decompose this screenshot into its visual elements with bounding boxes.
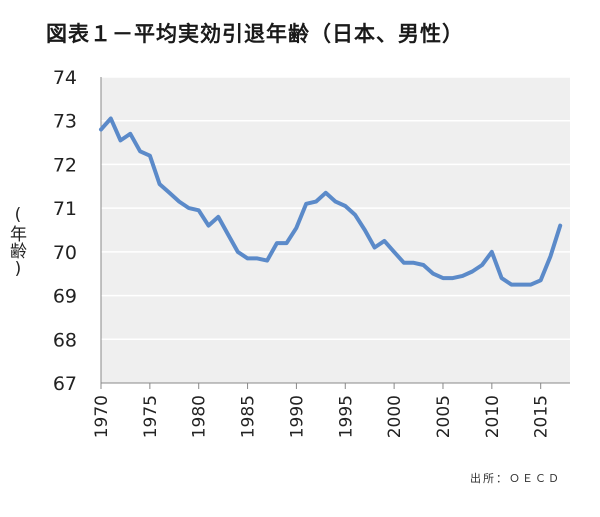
y-axis-label: ( 年齢 ): [6, 205, 30, 279]
series-group: [99, 116, 563, 287]
y-tick-label-74: 74: [53, 67, 77, 89]
x-tick-label-2010: 2010: [483, 395, 503, 438]
y-tick-label-70: 70: [53, 242, 77, 264]
x-tick-label-1985: 1985: [239, 395, 259, 438]
gridlines: [101, 76, 570, 341]
x-tick-label-1970: 1970: [92, 395, 112, 438]
y-axis-label-char-1: (: [14, 205, 22, 225]
x-tick-label-1995: 1995: [336, 395, 356, 438]
y-axis-label-char-2: ): [14, 259, 22, 279]
y-tick-label-68: 68: [53, 329, 77, 351]
x-tick-label-2000: 2000: [385, 395, 405, 438]
y-tick-label-69: 69: [53, 286, 77, 308]
x-tick-label-1980: 1980: [190, 395, 210, 438]
x-tick-label-1975: 1975: [141, 395, 161, 438]
y-axis-label-text: 年齢: [6, 225, 26, 259]
y-tick-labels: 67 68 69 70 71 72 73 74: [53, 67, 77, 395]
y-tick-label-67: 67: [53, 373, 77, 395]
y-tick-label-73: 73: [53, 111, 77, 133]
chart-title: 図表１－平均実効引退年齢（日本、男性）: [46, 22, 464, 46]
x-tick-labels: 1970 1975 1980 1985 1990 1995 2000 2005 2010 2015: [92, 395, 552, 438]
series-line-0: [99, 116, 563, 287]
plot-area: [101, 77, 570, 383]
x-tick-label-1990: 1990: [287, 395, 307, 438]
y-tick-label-72: 72: [53, 154, 77, 176]
x-tick-label-2015: 2015: [532, 395, 552, 438]
source-note: 出所：ＯＥＣＤ: [470, 472, 561, 485]
y-tick-label-71: 71: [53, 198, 77, 220]
x-tick-label-2005: 2005: [434, 395, 454, 438]
